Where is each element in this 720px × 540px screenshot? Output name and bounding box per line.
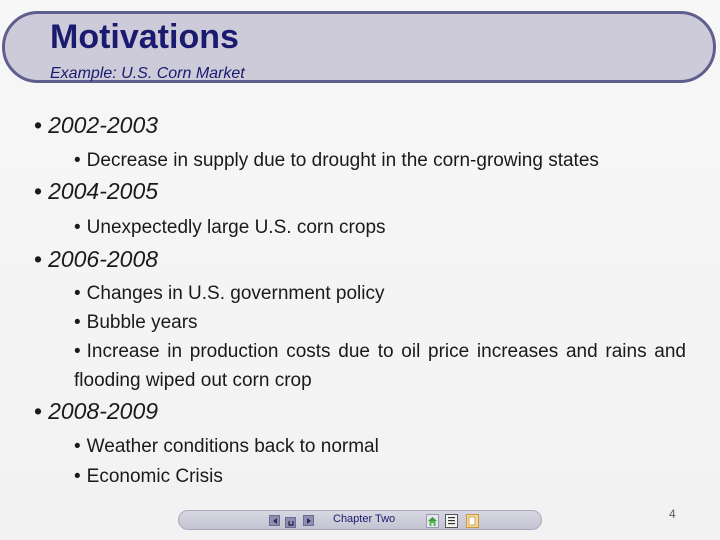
section-item: • Weather conditions back to normal (74, 436, 379, 457)
previous-icon[interactable] (269, 515, 280, 526)
section-heading: • 2008-2009 (34, 398, 159, 424)
index-icon[interactable] (445, 514, 458, 528)
bullet: • (34, 112, 43, 138)
section-item: • Bubble years (74, 312, 198, 333)
document-icon[interactable] (466, 514, 479, 528)
page-number: 4 (669, 507, 676, 521)
up-icon[interactable] (285, 517, 296, 528)
title-banner: Motivations Example: U.S. Corn Market (2, 11, 716, 83)
section-item: • Increase in production costs due to oil… (74, 341, 686, 391)
next-icon[interactable] (303, 515, 314, 526)
section-heading: • 2002-2003 (34, 112, 159, 138)
section-item: • Unexpectedly large U.S. corn crops (74, 217, 386, 238)
section-heading: • 2006-2008 (34, 246, 159, 272)
home-icon[interactable] (426, 514, 439, 528)
chapter-label: Chapter Two (333, 513, 396, 525)
section-item: • Changes in U.S. government policy (74, 283, 385, 304)
slide-title: Motivations (50, 18, 239, 56)
section-heading: • 2004-2005 (34, 178, 159, 204)
section-item: • Economic Crisis (74, 466, 223, 487)
section-item: • Decrease in supply due to drought in th… (74, 150, 599, 171)
navigation-bar: Chapter Two (178, 510, 542, 530)
slide-subtitle: Example: U.S. Corn Market (50, 65, 245, 82)
